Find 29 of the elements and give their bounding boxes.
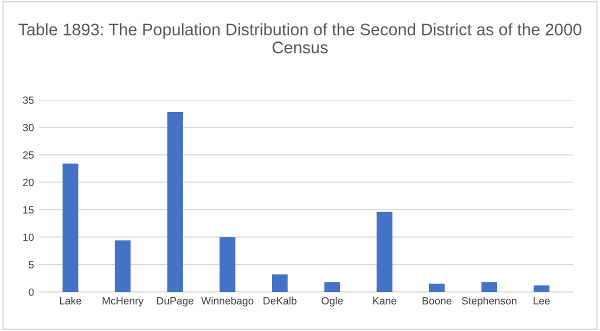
x-tick-label: Stephenson: [462, 296, 516, 307]
y-tick-label: 25: [23, 151, 34, 159]
chart-title: Table 1893: The Population Distribution of the Second District as of the 2000 Census: [18, 23, 582, 54]
bar: [114, 240, 131, 292]
bar: [534, 285, 550, 292]
y-tick-label: 35: [22, 96, 34, 104]
bar: [429, 284, 445, 292]
bar: [481, 282, 498, 292]
bar: [62, 164, 78, 292]
y-tick-label: 20: [23, 178, 34, 186]
x-tick-label: Winnebago: [201, 296, 254, 307]
bar: [324, 282, 340, 292]
y-tick-label: 15: [23, 206, 34, 214]
x-tick-label: McHenry: [102, 297, 144, 307]
bar: [272, 274, 288, 292]
bar: [376, 212, 392, 292]
bar: [167, 112, 183, 292]
y-tick-label: 30: [22, 124, 34, 132]
x-tick-label: DeKalb: [264, 296, 296, 304]
y-tick-label: 10: [23, 234, 34, 241]
x-tick-label: Kane: [373, 297, 396, 304]
bar: [220, 237, 236, 292]
x-tick-label: Lee: [534, 297, 550, 304]
x-tick-label: Ogle: [322, 296, 343, 307]
x-tick-label: Boone: [422, 297, 452, 304]
y-tick-label: 0: [28, 288, 34, 296]
x-tick-label: DuPage: [157, 297, 194, 307]
y-tick-label: 5: [28, 261, 34, 268]
x-tick-label: Lake: [60, 296, 82, 304]
